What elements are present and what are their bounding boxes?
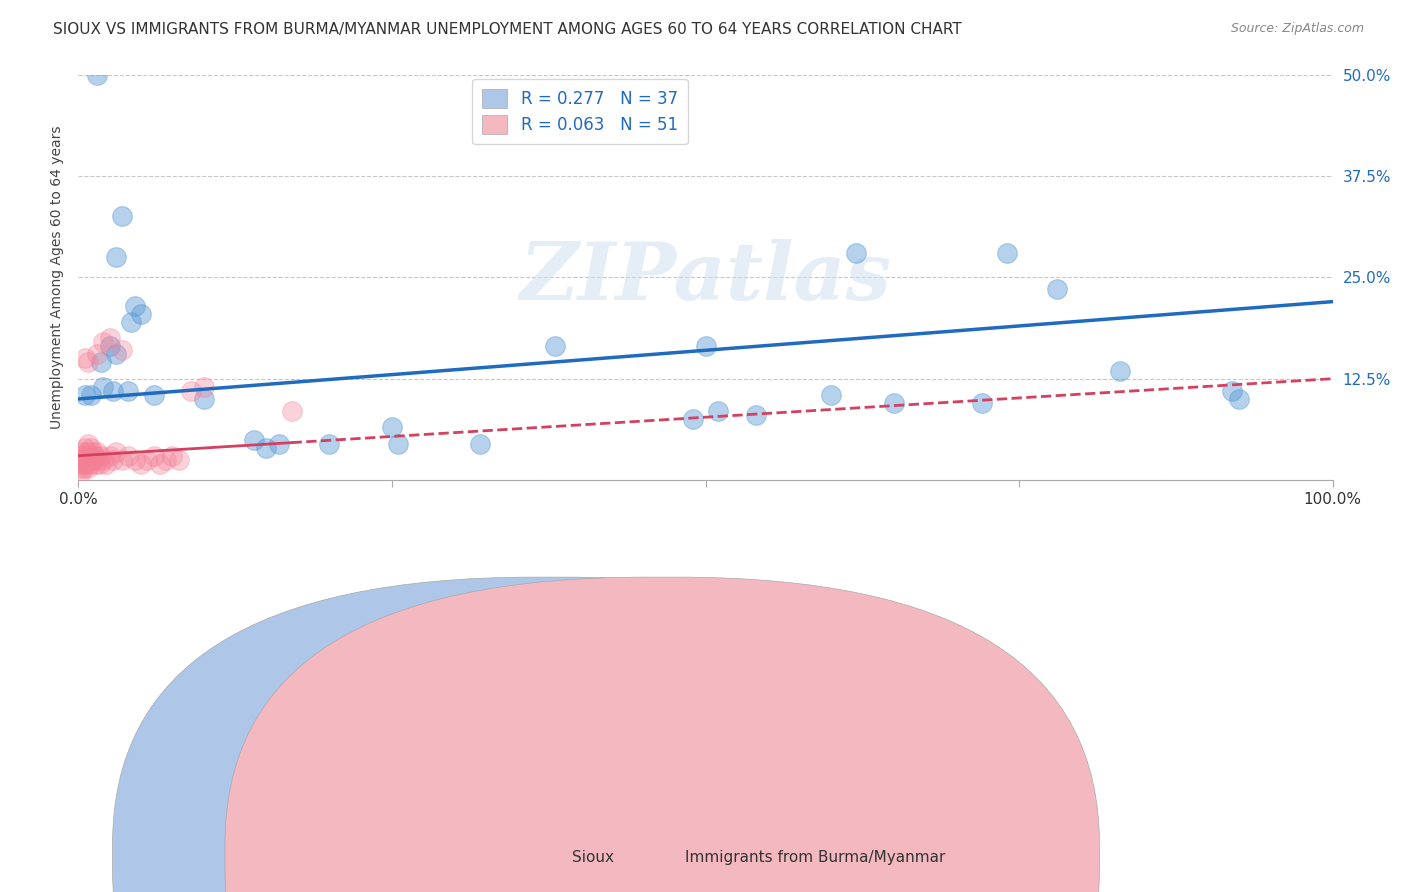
Point — [77, 355, 100, 369]
Point — [104, 250, 127, 264]
Point — [76, 444, 98, 458]
FancyBboxPatch shape — [225, 577, 1099, 892]
Point — [80, 388, 103, 402]
Point — [103, 384, 125, 398]
Y-axis label: Unemployment Among Ages 60 to 64 years: Unemployment Among Ages 60 to 64 years — [51, 126, 65, 429]
Point — [73, 461, 96, 475]
Legend: R = 0.277   N = 37, R = 0.063   N = 51: R = 0.277 N = 37, R = 0.063 N = 51 — [472, 78, 688, 144]
Point — [103, 452, 125, 467]
Point — [87, 452, 110, 467]
Point — [69, 461, 91, 475]
Point — [80, 444, 103, 458]
Point — [111, 452, 134, 467]
Point — [75, 457, 97, 471]
Point — [104, 444, 127, 458]
Point — [256, 441, 278, 455]
Point — [86, 68, 108, 82]
Point — [104, 347, 127, 361]
Point — [84, 457, 107, 471]
Point — [69, 452, 91, 467]
Point — [79, 449, 101, 463]
Text: Sioux: Sioux — [572, 850, 614, 864]
Point — [89, 457, 111, 471]
Point — [72, 457, 94, 471]
Text: ZIPatlas: ZIPatlas — [519, 238, 891, 316]
Point — [162, 449, 184, 463]
Point — [111, 210, 134, 224]
Point — [682, 412, 704, 426]
Point — [129, 307, 152, 321]
Point — [77, 436, 100, 450]
Text: SIOUX VS IMMIGRANTS FROM BURMA/MYANMAR UNEMPLOYMENT AMONG AGES 60 TO 64 YEARS CO: SIOUX VS IMMIGRANTS FROM BURMA/MYANMAR U… — [53, 22, 962, 37]
Point — [695, 339, 717, 353]
Point — [267, 436, 290, 450]
Point — [111, 343, 134, 358]
Point — [707, 404, 730, 418]
Text: Immigrants from Burma/Myanmar: Immigrants from Burma/Myanmar — [685, 850, 945, 864]
Point — [1108, 363, 1130, 377]
Point — [98, 339, 121, 353]
Point — [124, 299, 146, 313]
Point — [845, 246, 868, 260]
Point — [193, 380, 215, 394]
Point — [193, 392, 215, 406]
FancyBboxPatch shape — [112, 577, 987, 892]
Point — [318, 436, 340, 450]
Point — [120, 315, 142, 329]
Point — [93, 452, 115, 467]
Point — [167, 452, 190, 467]
Point — [98, 331, 121, 345]
Point — [387, 436, 409, 450]
Text: Source: ZipAtlas.com: Source: ZipAtlas.com — [1230, 22, 1364, 36]
Point — [73, 441, 96, 455]
Point — [117, 449, 139, 463]
Point — [1046, 283, 1069, 297]
Point — [77, 452, 100, 467]
Point — [75, 449, 97, 463]
Point — [90, 449, 112, 463]
Point — [70, 449, 93, 463]
Point — [72, 444, 94, 458]
Point — [280, 404, 302, 418]
Point — [80, 441, 103, 455]
Point — [970, 396, 993, 410]
Point — [86, 444, 108, 458]
Point — [98, 449, 121, 463]
Point — [117, 384, 139, 398]
Point — [180, 384, 202, 398]
Point — [73, 388, 96, 402]
Point — [883, 396, 905, 410]
Point — [142, 388, 165, 402]
Point — [243, 433, 266, 447]
Point — [820, 388, 842, 402]
Point — [1227, 392, 1250, 406]
Point — [83, 449, 105, 463]
Point — [94, 457, 117, 471]
Point — [124, 452, 146, 467]
Point — [142, 449, 165, 463]
Point — [93, 335, 115, 350]
Point — [381, 420, 404, 434]
Point — [75, 452, 97, 467]
Point — [744, 408, 766, 422]
Point — [155, 452, 177, 467]
Point — [82, 452, 104, 467]
Point — [129, 457, 152, 471]
Point — [544, 339, 567, 353]
Point — [1222, 384, 1244, 398]
Point — [76, 461, 98, 475]
Point — [149, 457, 172, 471]
Point — [93, 380, 115, 394]
Point — [995, 246, 1018, 260]
Point — [69, 457, 91, 471]
Point — [70, 465, 93, 479]
Point — [73, 351, 96, 366]
Point — [90, 355, 112, 369]
Point — [468, 436, 491, 450]
Point — [136, 452, 159, 467]
Point — [79, 457, 101, 471]
Point — [86, 347, 108, 361]
